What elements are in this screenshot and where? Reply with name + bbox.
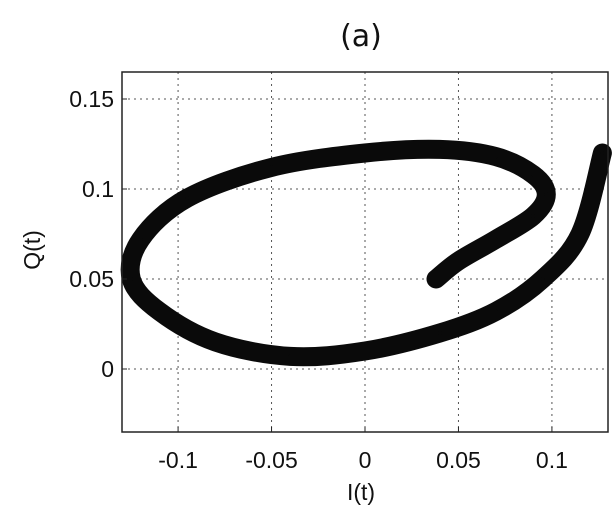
y-axis-label: Q(t) bbox=[19, 230, 45, 270]
x-tick-label: 0.05 bbox=[436, 447, 481, 473]
trace-point bbox=[363, 349, 367, 353]
trace-point bbox=[438, 331, 442, 335]
x-tick-label: -0.1 bbox=[158, 447, 198, 473]
x-tick-label: -0.05 bbox=[245, 447, 297, 473]
trace-point bbox=[494, 237, 498, 241]
trace-point bbox=[494, 309, 498, 313]
y-axis-ticks: 0 0.05 0.1 0.15 bbox=[69, 86, 127, 382]
x-axis-ticks: -0.1 -0.05 0 0.05 0.1 bbox=[158, 427, 568, 473]
trace-layer bbox=[129, 147, 604, 358]
trace-point bbox=[270, 165, 274, 169]
grid-lines bbox=[122, 72, 608, 432]
trace-point bbox=[541, 277, 545, 281]
x-axis-label: I(t) bbox=[347, 479, 375, 505]
trace-point bbox=[531, 214, 535, 218]
trace-point bbox=[438, 147, 442, 151]
trace-point bbox=[129, 277, 133, 281]
trace-point bbox=[363, 151, 367, 155]
trace-point bbox=[544, 192, 548, 196]
x-tick-label: 0.1 bbox=[536, 447, 568, 473]
trace-point bbox=[139, 237, 143, 241]
trace-point bbox=[531, 173, 535, 177]
trace-point bbox=[157, 309, 161, 313]
y-tick-label: 0 bbox=[101, 356, 114, 382]
trace-point bbox=[214, 340, 218, 344]
chart-title: (a) bbox=[340, 19, 382, 54]
y-tick-label: 0.05 bbox=[69, 266, 114, 292]
y-tick-label: 0.1 bbox=[82, 176, 114, 202]
y-tick-label: 0.15 bbox=[69, 86, 114, 112]
trace-point bbox=[494, 155, 498, 159]
trace-point bbox=[434, 277, 438, 281]
iq-trace-line bbox=[130, 149, 602, 357]
trace-point bbox=[578, 232, 582, 236]
trace-point bbox=[185, 196, 189, 200]
x-tick-label: 0 bbox=[359, 447, 372, 473]
trace-point bbox=[288, 354, 292, 358]
trace-point bbox=[600, 151, 604, 155]
trace-point bbox=[457, 259, 461, 263]
